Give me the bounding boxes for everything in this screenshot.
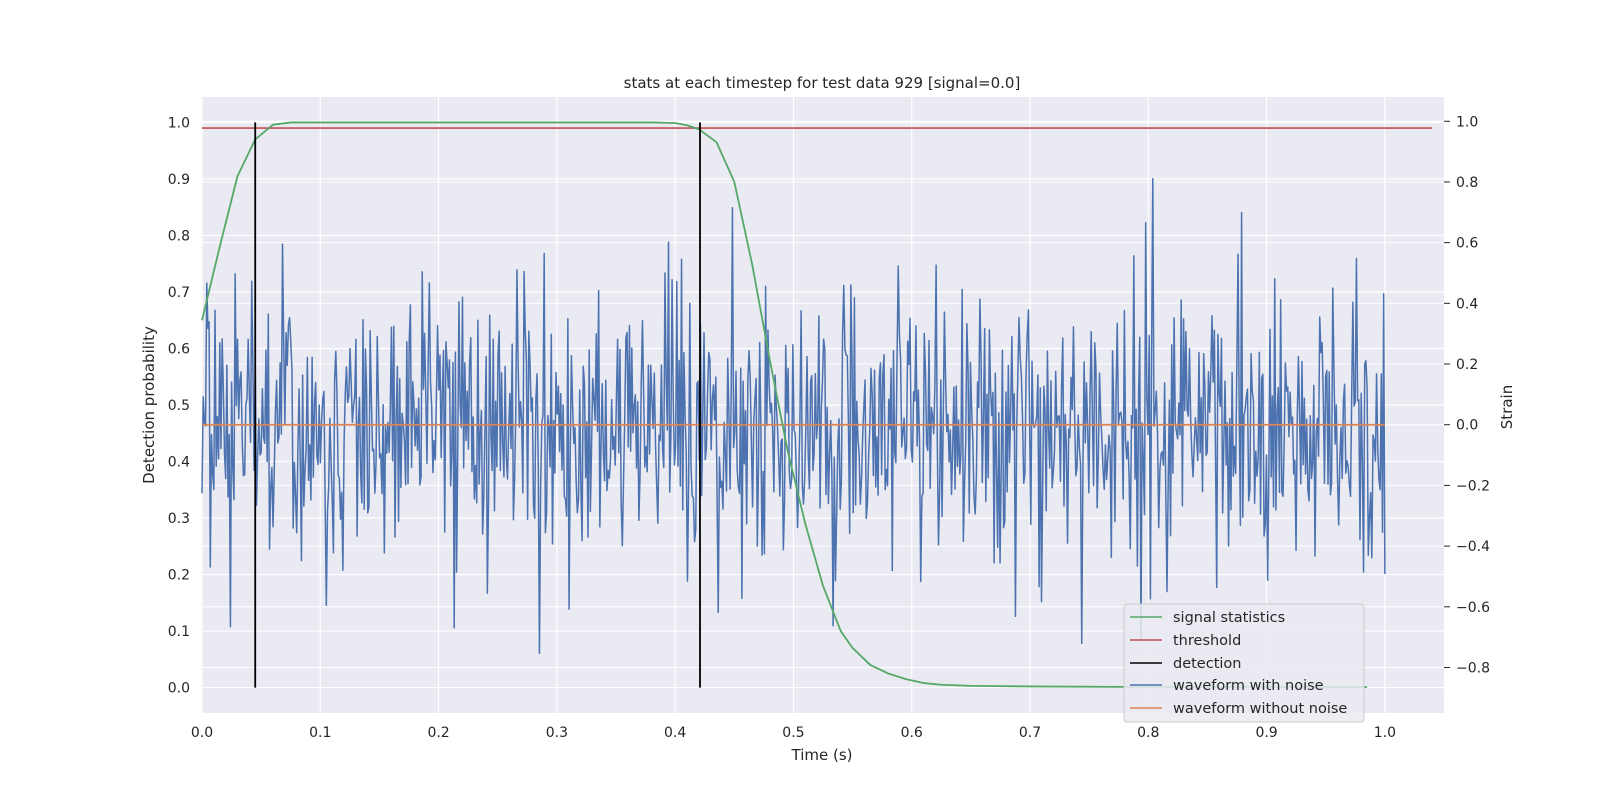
x-tick-labels: 0.0 0.1 0.2 0.3 0.4 0.5 0.6 0.7 0.8 0.9 1.0 <box>191 725 1396 741</box>
x-tick-label: 0.5 <box>782 725 804 741</box>
series-layer <box>201 121 1433 688</box>
y2-tick-label: 1.0 <box>1456 114 1478 130</box>
y-tick-label: 0.2 <box>168 568 190 584</box>
y2-tick-label: −0.4 <box>1456 539 1490 555</box>
x-tick-label: 0.4 <box>664 725 686 741</box>
x-tick-label: 0.6 <box>901 725 923 741</box>
y-tick-label: 0.4 <box>168 455 190 471</box>
y2-axis-title: Strain <box>1498 385 1516 429</box>
series-signal-statistics <box>201 121 1368 688</box>
legend-label-threshold: threshold <box>1173 633 1241 649</box>
x-tick-label: 0.2 <box>427 725 449 741</box>
x-tick-label: 0.7 <box>1019 725 1041 741</box>
y2-tick-label: 0.8 <box>1456 175 1478 191</box>
y2-tick-label: −0.2 <box>1456 478 1490 494</box>
x-tick-label: 0.0 <box>191 725 213 741</box>
y2-tick-label: 0.2 <box>1456 357 1478 373</box>
legend-label-detection: detection <box>1173 656 1241 672</box>
y2-tick-labels: −0.8 −0.6 −0.4 −0.2 0.0 0.2 0.4 0.6 0.8 1.0 <box>1444 114 1490 676</box>
chart-title: stats at each timestep for test data 929… <box>624 74 1021 92</box>
y-tick-label: 0.6 <box>168 341 190 357</box>
y2-tick-label: −0.8 <box>1456 660 1490 676</box>
x-tick-label: 1.0 <box>1374 725 1396 741</box>
legend-box <box>1123 603 1365 723</box>
y-tick-label: 0.9 <box>168 172 190 188</box>
x-axis-title: Time (s) <box>791 746 853 764</box>
y-tick-label: 0.5 <box>168 398 190 414</box>
y-tick-label: 0.0 <box>168 681 190 697</box>
y2-tick-label: 0.0 <box>1456 418 1478 434</box>
y2-tick-label: −0.6 <box>1456 600 1490 616</box>
y2-tick-label: 0.4 <box>1456 296 1478 312</box>
x-tick-label: 0.8 <box>1137 725 1159 741</box>
y-tick-label: 0.3 <box>168 511 190 527</box>
legend-label-signal-statistics: signal statistics <box>1173 610 1285 626</box>
series-waveform-with-noise <box>201 177 1386 655</box>
x-tick-label: 0.9 <box>1255 725 1277 741</box>
x-tick-label: 0.3 <box>546 725 568 741</box>
y-axis-title: Detection probability <box>140 326 158 484</box>
y-tick-label: 0.8 <box>168 228 190 244</box>
y-tick-label: 1.0 <box>168 115 190 131</box>
y-tick-label: 0.7 <box>168 285 190 301</box>
y-tick-label: 0.1 <box>168 624 190 640</box>
legend: signal statistics threshold detection wa… <box>1123 603 1365 723</box>
x-tick-label: 0.1 <box>309 725 331 741</box>
y2-tick-label: 0.6 <box>1456 236 1478 252</box>
y-tick-labels: 0.0 0.1 0.2 0.3 0.4 0.5 0.6 0.7 0.8 0.9 1.0 <box>168 115 190 696</box>
legend-label-waveform-with-noise: waveform with noise <box>1173 678 1324 694</box>
legend-label-waveform-without-noise: waveform without noise <box>1173 701 1347 717</box>
